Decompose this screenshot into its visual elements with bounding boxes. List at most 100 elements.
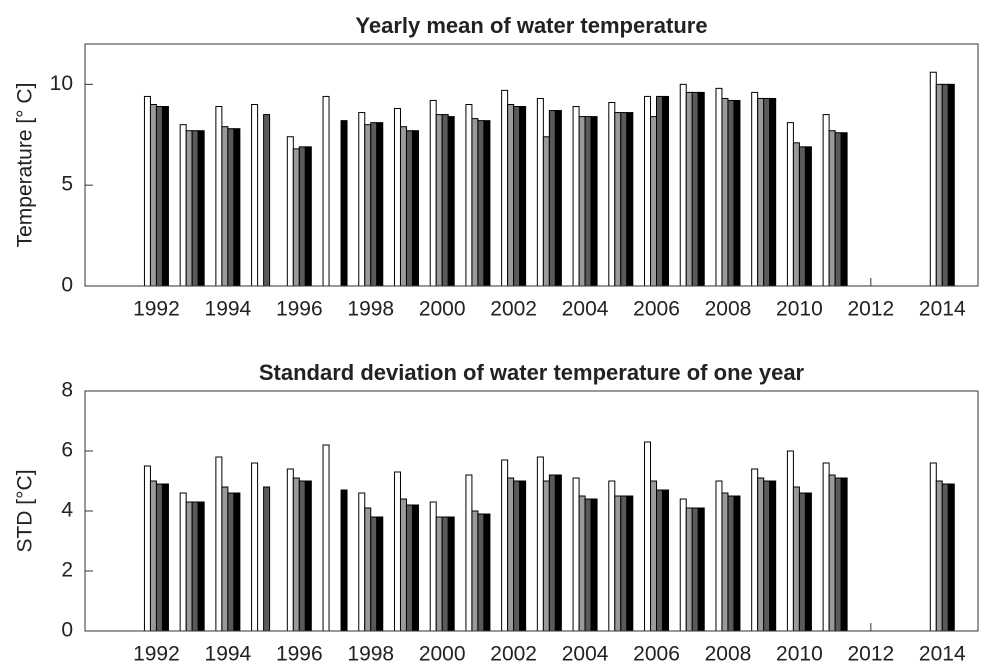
bar [477, 120, 485, 287]
bar [697, 91, 705, 287]
bar [572, 477, 580, 632]
bar [322, 95, 330, 287]
bar [191, 501, 199, 632]
bar [376, 122, 384, 287]
bar [834, 477, 842, 632]
bar [519, 480, 527, 632]
bar [221, 486, 229, 632]
bar [471, 118, 479, 287]
bar [322, 444, 330, 632]
bar [197, 130, 205, 287]
bar [578, 495, 586, 632]
bar [501, 89, 509, 287]
x-tick-label: 2008 [705, 643, 752, 666]
bar [161, 483, 169, 632]
bar [554, 474, 562, 632]
bar [149, 104, 157, 287]
bar [733, 99, 741, 287]
plot-frame [84, 43, 979, 287]
x-tick-label: 2012 [847, 298, 894, 321]
bar [757, 477, 765, 632]
x-tick-label: 2004 [562, 298, 609, 321]
bar [822, 114, 830, 287]
bar [548, 110, 556, 287]
bar [947, 483, 955, 632]
bar [364, 507, 372, 632]
x-tick-label: 2002 [490, 643, 537, 666]
bar [251, 462, 259, 632]
bar [221, 126, 229, 287]
bar [411, 504, 419, 632]
bar [650, 480, 658, 632]
bar [691, 91, 699, 287]
bar [685, 91, 693, 287]
bar [251, 104, 259, 287]
x-tick-label: 1992 [133, 298, 180, 321]
bar [429, 99, 437, 287]
bar [263, 486, 271, 632]
bar [590, 498, 598, 632]
bar [656, 489, 664, 632]
bar [554, 110, 562, 287]
bar [155, 483, 163, 632]
bar [393, 108, 401, 287]
bar [233, 128, 241, 287]
bar [834, 132, 842, 287]
bar [227, 492, 235, 632]
bar [161, 106, 169, 287]
bar [947, 83, 955, 287]
x-tick-label: 2000 [419, 643, 466, 666]
bar [941, 83, 949, 287]
bar [798, 146, 806, 287]
bar [399, 498, 407, 632]
y-tick-label: 8 [61, 379, 73, 402]
bar [298, 480, 306, 632]
bar [370, 516, 378, 632]
x-tick-label: 1998 [347, 298, 394, 321]
bar [608, 480, 616, 632]
x-tick-label: 1998 [347, 643, 394, 666]
bar [679, 83, 687, 287]
y-tick-label: 4 [61, 499, 73, 522]
bar [935, 83, 943, 287]
bar [608, 101, 616, 287]
bar [804, 492, 812, 632]
bar [786, 122, 794, 287]
bar [662, 95, 670, 287]
bar [828, 130, 836, 287]
bar [143, 95, 151, 287]
bar [441, 114, 449, 287]
bar [792, 142, 800, 287]
bar [691, 507, 699, 632]
bar [399, 126, 407, 287]
x-tick-label: 2010 [776, 298, 823, 321]
bar [792, 486, 800, 632]
chart-title: Yearly mean of water temperature [355, 13, 707, 38]
bar [507, 477, 515, 632]
bar [721, 97, 729, 287]
bar [662, 489, 670, 632]
bar [465, 474, 473, 632]
bar [715, 87, 723, 287]
bar [507, 104, 515, 287]
x-tick-label: 2006 [633, 643, 680, 666]
y-tick-label: 6 [61, 439, 73, 462]
bar [304, 146, 312, 287]
bar [358, 492, 366, 632]
bar [644, 95, 652, 287]
bar [340, 489, 348, 632]
x-tick-label: 2000 [419, 298, 466, 321]
bar [286, 136, 294, 287]
bar [286, 468, 294, 632]
bar [483, 120, 491, 287]
bar [929, 71, 937, 287]
x-tick-label: 2014 [919, 643, 966, 666]
y-tick-label: 10 [50, 72, 73, 95]
bar [584, 498, 592, 632]
bar [429, 501, 437, 632]
bar [435, 114, 443, 287]
bar [828, 474, 836, 632]
bar [179, 492, 187, 632]
bar [298, 146, 306, 287]
bar [191, 130, 199, 287]
